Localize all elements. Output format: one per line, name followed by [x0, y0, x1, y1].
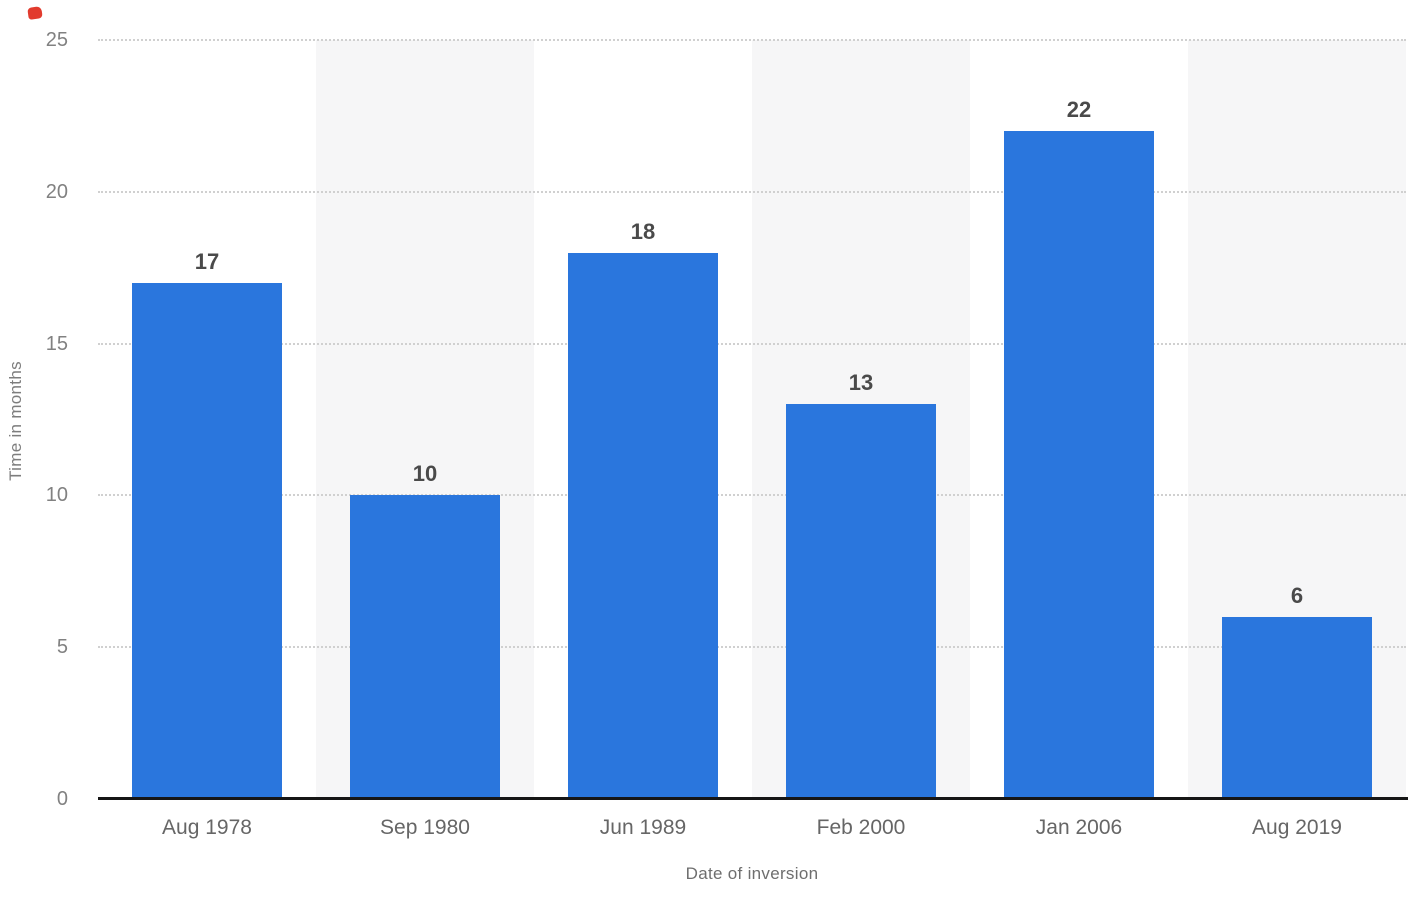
bar[interactable] — [786, 404, 936, 798]
bar[interactable] — [1004, 131, 1154, 798]
bar-value-label: 6 — [1290, 582, 1304, 608]
x-axis-title: Date of inversion — [685, 864, 819, 883]
gridline — [98, 190, 1406, 193]
x-axis-tick-label: Aug 2019 — [1252, 816, 1342, 839]
y-axis-tick-label: 10 — [45, 484, 68, 507]
y-axis-tick-label: 15 — [45, 332, 68, 355]
x-axis-tick-label: Feb 2000 — [816, 816, 906, 839]
y-axis-tick-label: 5 — [56, 636, 68, 659]
x-axis-line — [98, 797, 1408, 800]
bar-value-label: 10 — [412, 461, 438, 487]
x-axis-tick-label: Aug 1978 — [162, 816, 252, 839]
x-axis-tick-label: Jan 2006 — [1035, 816, 1123, 839]
bar[interactable] — [350, 495, 500, 798]
gridline — [98, 494, 1406, 497]
bar[interactable] — [132, 282, 282, 798]
bar-value-label: 18 — [630, 218, 656, 244]
bar-value-label: 13 — [848, 370, 874, 396]
y-axis-tick-label: 25 — [45, 29, 68, 51]
bar-value-label: 17 — [194, 248, 220, 274]
bar-value-label: 22 — [1066, 97, 1092, 123]
y-axis-tick-label: 0 — [56, 788, 68, 810]
gridline — [98, 342, 1406, 345]
x-axis-tick-label: Jun 1989 — [599, 816, 687, 839]
bar[interactable] — [568, 252, 718, 798]
bar[interactable] — [1222, 616, 1372, 798]
x-axis-tick-label: Sep 1980 — [380, 816, 470, 839]
gridline — [98, 646, 1406, 649]
gridline — [98, 39, 1406, 41]
y-axis-tick-label: 20 — [45, 180, 68, 203]
